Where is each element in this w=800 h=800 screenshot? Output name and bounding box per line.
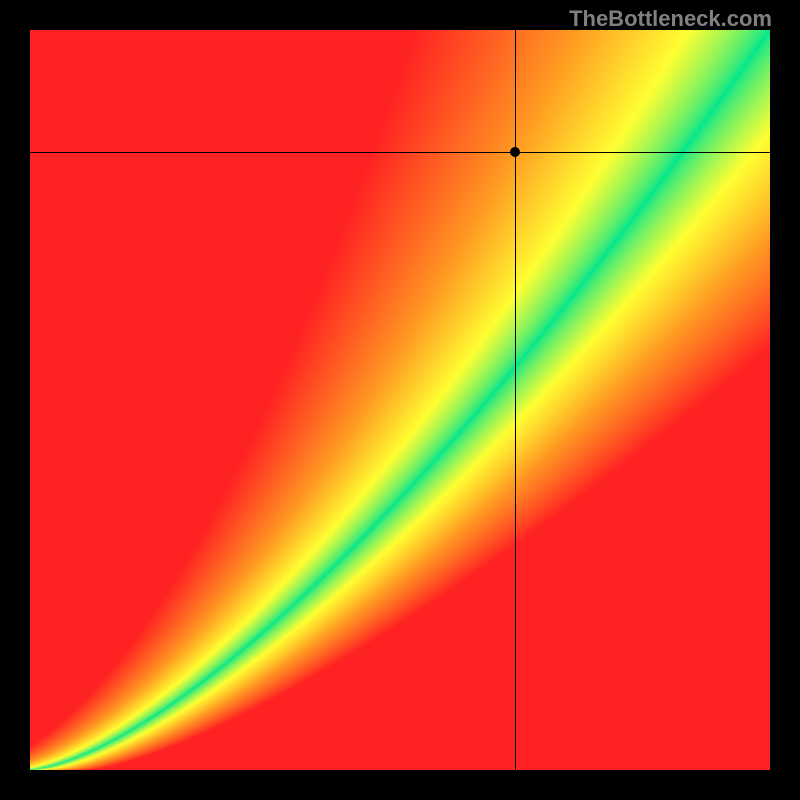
heatmap-canvas	[30, 30, 770, 770]
crosshair-vertical	[515, 30, 516, 770]
plot-area	[30, 30, 770, 770]
data-point-marker	[510, 147, 520, 157]
watermark-text: TheBottleneck.com	[569, 6, 772, 32]
crosshair-horizontal	[30, 152, 770, 153]
chart-container: TheBottleneck.com	[0, 0, 800, 800]
